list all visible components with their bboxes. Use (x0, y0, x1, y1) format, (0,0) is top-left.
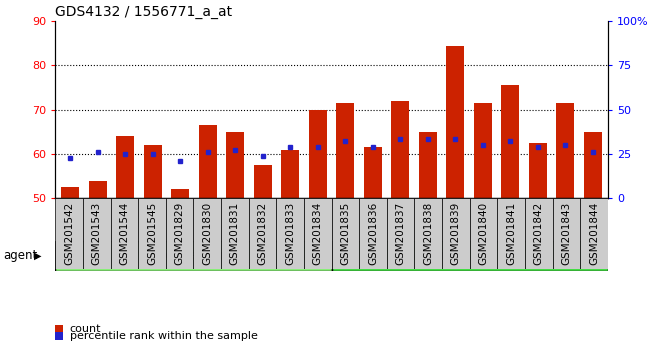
Bar (138, 198, 166, 269)
Bar (304, 198, 332, 269)
Bar (332, 241, 608, 271)
Text: ▶: ▶ (34, 251, 42, 261)
Bar (415, 198, 442, 269)
Text: GSM201544: GSM201544 (120, 202, 129, 265)
Text: GSM201545: GSM201545 (147, 202, 157, 265)
Text: GDS4132 / 1556771_a_at: GDS4132 / 1556771_a_at (55, 5, 233, 19)
Bar (497, 198, 525, 269)
Bar (525, 198, 552, 269)
Text: GSM201833: GSM201833 (285, 202, 295, 265)
Bar (359, 198, 387, 269)
Text: GSM201844: GSM201844 (589, 202, 599, 265)
Bar (580, 198, 608, 269)
Bar (469, 198, 497, 269)
Text: GSM201836: GSM201836 (368, 202, 378, 265)
Bar (442, 198, 469, 269)
Text: pioglitazone: pioglitazone (434, 249, 506, 262)
Bar (144, 145, 162, 198)
Text: count: count (70, 324, 101, 334)
Bar (83, 198, 111, 269)
Bar (89, 181, 107, 198)
Bar (166, 198, 194, 269)
Text: GSM201835: GSM201835 (341, 202, 350, 265)
Bar (336, 103, 354, 198)
Bar (194, 198, 221, 269)
Text: agent: agent (3, 249, 38, 262)
Bar (584, 132, 601, 198)
Text: percentile rank within the sample: percentile rank within the sample (70, 331, 257, 341)
Bar (55, 241, 332, 271)
Text: GSM201840: GSM201840 (478, 202, 488, 265)
Text: GSM201837: GSM201837 (396, 202, 406, 265)
Text: GSM201839: GSM201839 (451, 202, 461, 265)
Bar (254, 165, 272, 198)
Text: GSM201832: GSM201832 (257, 202, 267, 265)
Bar (226, 132, 244, 198)
Bar (556, 103, 574, 198)
Text: GSM201542: GSM201542 (64, 202, 74, 265)
Text: GSM201830: GSM201830 (202, 202, 212, 265)
Text: GSM201841: GSM201841 (506, 202, 516, 265)
Text: GSM201843: GSM201843 (562, 202, 571, 265)
Bar (62, 187, 79, 198)
Text: GSM201831: GSM201831 (230, 202, 240, 265)
Bar (391, 101, 409, 198)
Text: GSM201838: GSM201838 (423, 202, 433, 265)
Bar (528, 143, 547, 198)
Bar (447, 46, 464, 198)
Text: GSM201834: GSM201834 (313, 202, 322, 265)
Bar (248, 198, 276, 269)
Bar (309, 110, 327, 198)
Bar (55, 198, 83, 269)
Text: GSM201543: GSM201543 (92, 202, 101, 265)
Bar (111, 198, 138, 269)
Text: GSM201842: GSM201842 (534, 202, 543, 265)
Bar (332, 198, 359, 269)
Bar (474, 103, 491, 198)
Bar (276, 198, 304, 269)
Bar (552, 198, 580, 269)
Text: GSM201829: GSM201829 (175, 202, 185, 265)
Bar (199, 125, 216, 198)
Bar (364, 147, 382, 198)
Bar (281, 149, 299, 198)
Bar (387, 198, 415, 269)
Bar (116, 136, 135, 198)
Bar (221, 198, 248, 269)
Bar (419, 132, 437, 198)
Bar (172, 189, 189, 198)
Bar (501, 85, 519, 198)
Text: pretreatment: pretreatment (154, 249, 233, 262)
